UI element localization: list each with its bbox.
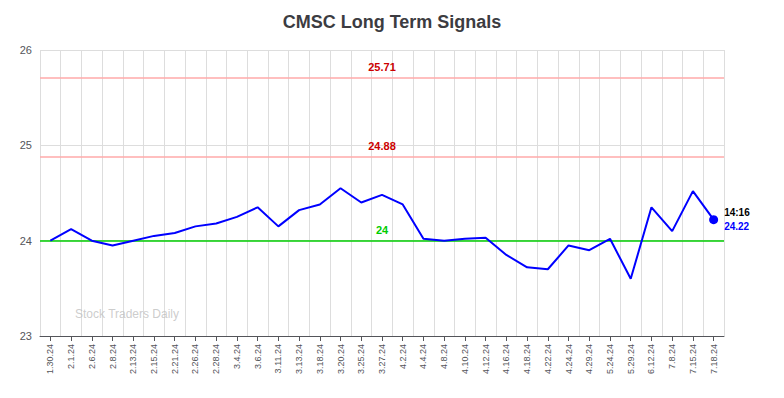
svg-text:5.29.24: 5.29.24: [626, 344, 636, 374]
svg-text:4.24.24: 4.24.24: [564, 344, 574, 374]
svg-text:2.1.24: 2.1.24: [66, 344, 76, 369]
svg-text:3.4.24: 3.4.24: [232, 344, 242, 369]
svg-text:CMSC Long Term Signals: CMSC Long Term Signals: [283, 12, 502, 32]
svg-text:2.28.24: 2.28.24: [211, 344, 221, 374]
svg-text:2.6.24: 2.6.24: [87, 344, 97, 369]
svg-text:4.22.24: 4.22.24: [543, 344, 553, 374]
svg-text:4.2.24: 4.2.24: [398, 344, 408, 369]
svg-text:7.15.24: 7.15.24: [688, 344, 698, 374]
svg-text:6.12.24: 6.12.24: [646, 344, 656, 374]
svg-text:2.15.24: 2.15.24: [149, 344, 159, 374]
svg-text:25.71: 25.71: [368, 61, 396, 73]
svg-text:7.18.24: 7.18.24: [709, 344, 719, 374]
svg-text:Stock Traders Daily: Stock Traders Daily: [75, 307, 179, 321]
svg-text:1.30.24: 1.30.24: [45, 344, 55, 374]
svg-text:24: 24: [376, 224, 389, 236]
svg-text:3.20.24: 3.20.24: [336, 344, 346, 374]
svg-text:4.29.24: 4.29.24: [584, 344, 594, 374]
svg-text:2.26.24: 2.26.24: [190, 344, 200, 374]
svg-text:3.13.24: 3.13.24: [294, 344, 304, 374]
svg-text:25: 25: [20, 139, 32, 151]
svg-text:3.6.24: 3.6.24: [253, 344, 263, 369]
svg-text:4.8.24: 4.8.24: [439, 344, 449, 369]
svg-text:2.8.24: 2.8.24: [108, 344, 118, 369]
svg-text:4.18.24: 4.18.24: [522, 344, 532, 374]
svg-text:23: 23: [20, 330, 32, 342]
svg-text:24.22: 24.22: [724, 221, 749, 232]
svg-text:3.18.24: 3.18.24: [315, 344, 325, 374]
svg-text:3.27.24: 3.27.24: [377, 344, 387, 374]
svg-text:4.4.24: 4.4.24: [418, 344, 428, 369]
svg-text:24.88: 24.88: [368, 140, 396, 152]
svg-text:4.12.24: 4.12.24: [481, 344, 491, 374]
svg-text:26: 26: [20, 44, 32, 56]
svg-text:7.8.24: 7.8.24: [667, 344, 677, 369]
svg-text:3.25.24: 3.25.24: [356, 344, 366, 374]
svg-text:24: 24: [20, 235, 32, 247]
svg-text:4.16.24: 4.16.24: [501, 344, 511, 374]
svg-text:2.13.24: 2.13.24: [128, 344, 138, 374]
svg-text:14:16: 14:16: [724, 207, 750, 218]
svg-text:5.24.24: 5.24.24: [605, 344, 615, 374]
svg-text:3.11.24: 3.11.24: [273, 344, 283, 373]
svg-text:4.10.24: 4.10.24: [460, 344, 470, 374]
svg-text:2.21.24: 2.21.24: [170, 344, 180, 374]
